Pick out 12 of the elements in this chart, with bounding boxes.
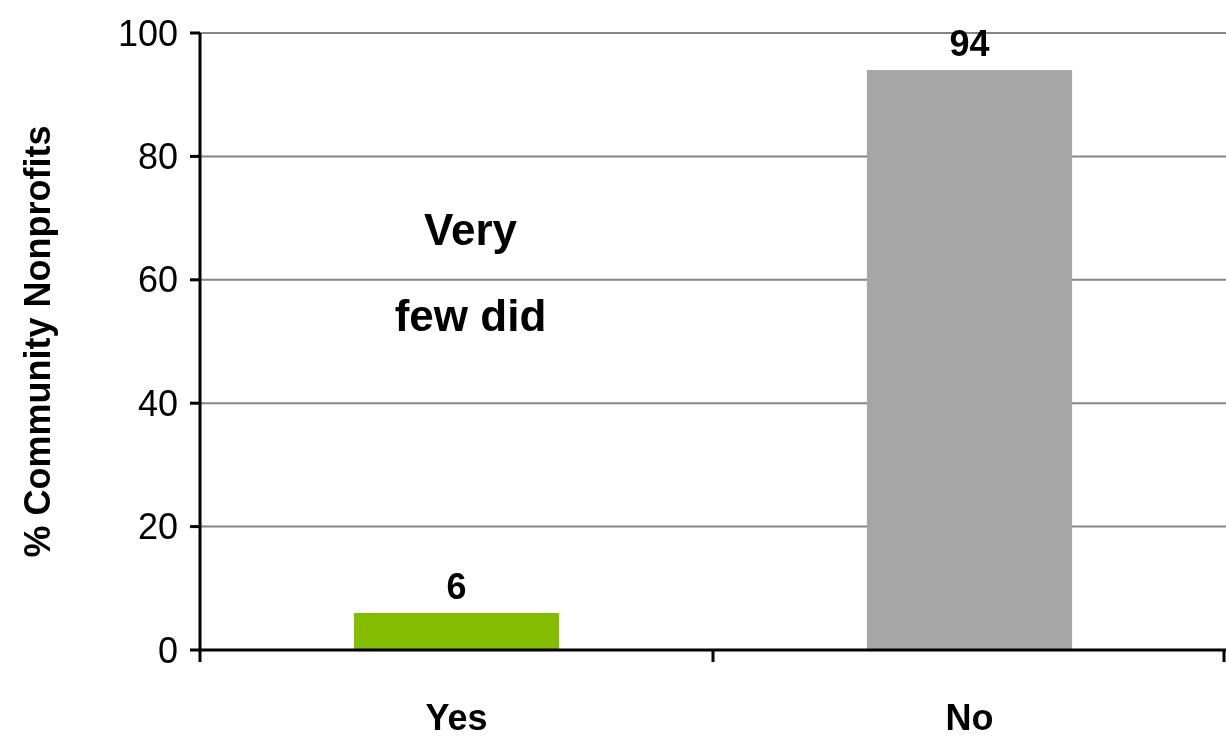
x-tick-label: No: [945, 697, 994, 737]
y-tick-label: 20: [137, 506, 178, 548]
y-tick-label: 0: [157, 629, 178, 671]
y-tick-label: 40: [137, 382, 178, 424]
y-axis-title: % Community Nonprofits: [17, 125, 58, 558]
y-tick-label: 100: [117, 12, 178, 54]
data-label: 6: [446, 565, 467, 607]
y-tick-label: 60: [137, 259, 178, 301]
annotation: Very few did: [394, 205, 547, 340]
x-tick-label: Yes: [425, 697, 488, 737]
y-tick-label: 80: [137, 136, 178, 177]
data-label: 94: [949, 23, 990, 65]
